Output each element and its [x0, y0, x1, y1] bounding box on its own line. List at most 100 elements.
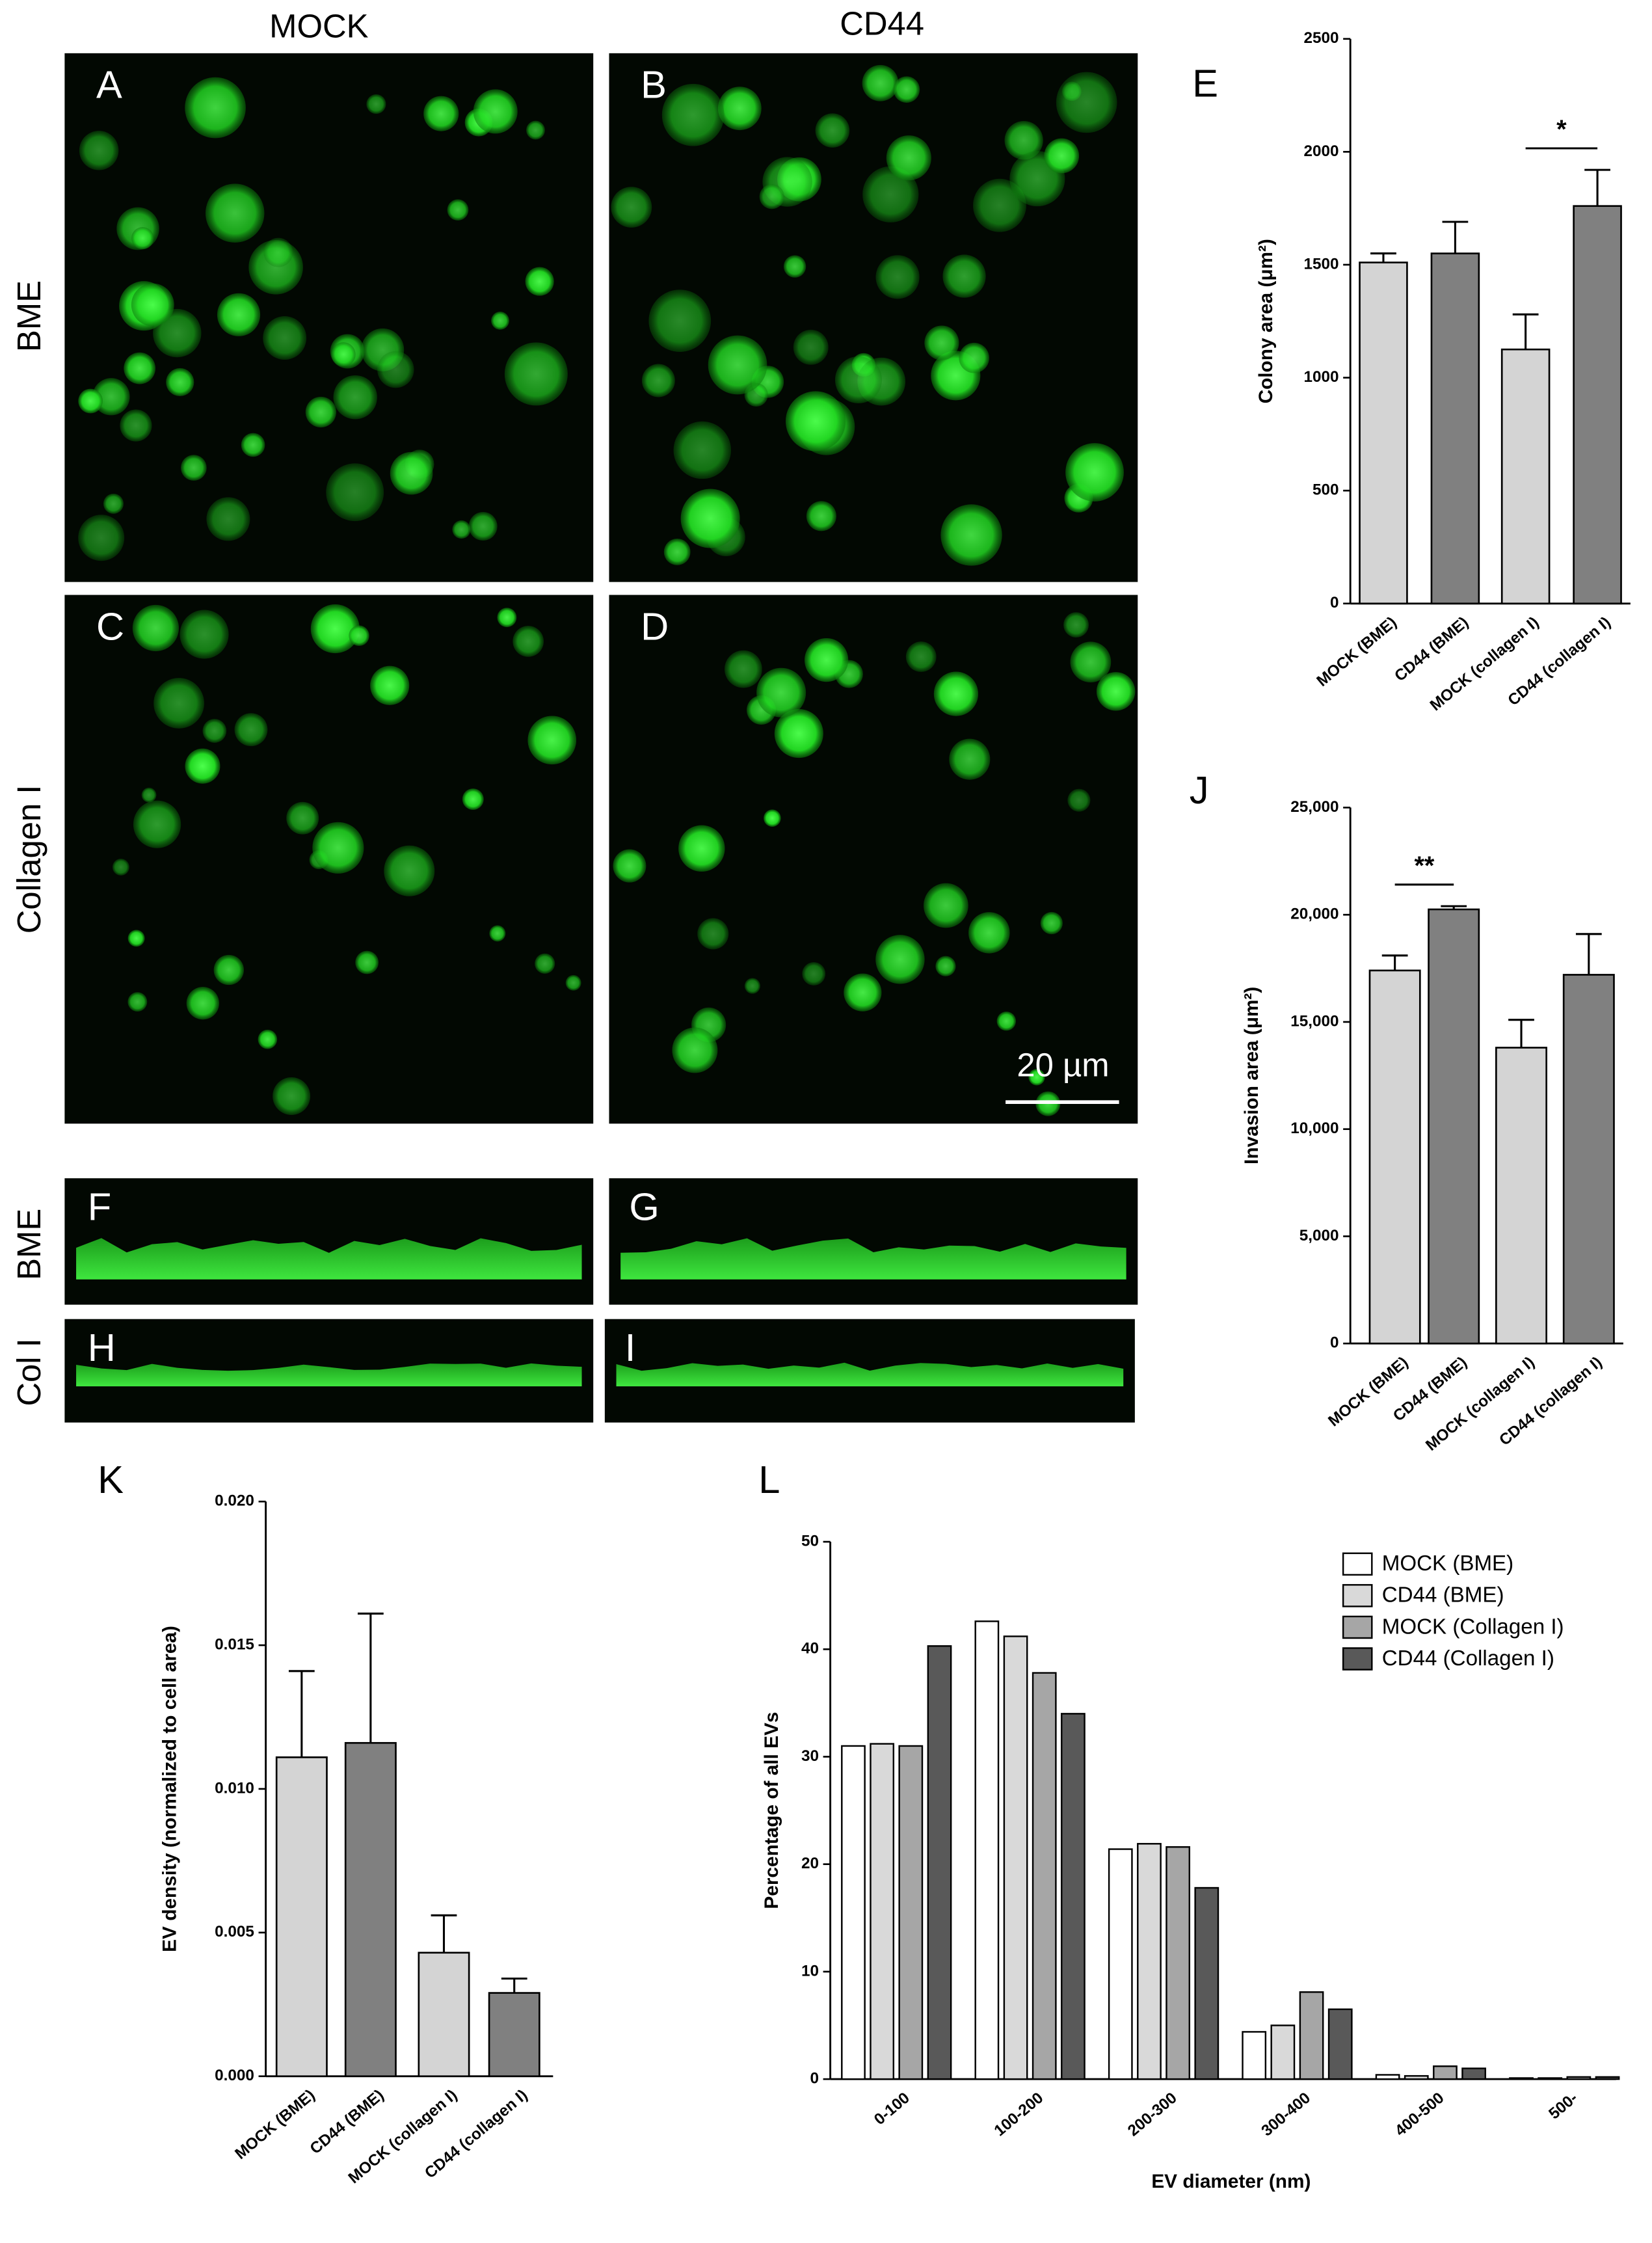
bar: [1359, 262, 1408, 605]
x-tick-label: 400-500: [1392, 2089, 1448, 2140]
cell-colony: [131, 227, 154, 250]
cell-colony: [241, 433, 265, 457]
y-tick-label: 40: [801, 1640, 819, 1658]
cell-colony: [186, 987, 219, 1020]
bar: [1430, 252, 1480, 605]
y-tick-label: 0: [1330, 594, 1339, 611]
x-tick-label: MOCK (BME): [232, 2086, 318, 2163]
cell-colony: [844, 973, 882, 1012]
cell-colony: [468, 511, 498, 541]
bar: [841, 1745, 866, 2080]
cell-colony: [92, 378, 130, 416]
cell-colony: [263, 237, 293, 267]
column-label: CD44: [840, 5, 924, 42]
panel-label: C: [96, 604, 124, 648]
panel-label: J: [1190, 768, 1209, 812]
y-axis-label: EV density (normalized to cell area): [159, 1626, 181, 1952]
cell-colony: [390, 451, 433, 495]
bar: [1562, 974, 1615, 1345]
y-tick-label: 0.000: [215, 2067, 254, 2084]
y-tick-label: 20,000: [1290, 906, 1339, 923]
y-tick-label: 0: [810, 2070, 819, 2088]
cell-colony: [973, 178, 1026, 232]
y-tick-label: 0.005: [215, 1923, 254, 1941]
cell-colony: [185, 748, 220, 784]
y-tick-label: 0.020: [215, 1492, 254, 1510]
panel-label: A: [96, 63, 122, 107]
cell-colony: [473, 89, 518, 134]
cell-colony: [131, 283, 174, 327]
y-tick-label: 1500: [1303, 255, 1339, 273]
legend-swatch: [1342, 1552, 1373, 1576]
y-tick-label: 2000: [1303, 142, 1339, 160]
cell-colony: [377, 351, 414, 388]
cell-colony: [513, 626, 544, 657]
cell-colony: [834, 356, 883, 403]
row-label: Collagen I: [10, 785, 47, 934]
cell-colony: [202, 719, 227, 743]
y-tick-label: 25,000: [1290, 798, 1339, 816]
cell-colony: [180, 610, 229, 659]
y-tick-label: 15,000: [1290, 1012, 1339, 1030]
bar: [1166, 1846, 1191, 2080]
panel-label: I: [625, 1326, 636, 1369]
cell-colony: [355, 950, 379, 974]
cell-colony: [527, 716, 577, 765]
legend-label: MOCK (Collagen I): [1382, 1615, 1564, 1639]
bar: [1108, 1848, 1133, 2080]
cell-colony: [166, 368, 194, 397]
cell-colony: [774, 709, 823, 759]
cell-colony: [648, 289, 712, 352]
bar: [1003, 1635, 1028, 2080]
bar: [1538, 2077, 1563, 2080]
bar: [1595, 2076, 1620, 2080]
side-view-background: [64, 1178, 594, 1305]
bar: [898, 1745, 924, 2080]
cell-colony: [565, 974, 581, 991]
row-label: BME: [10, 1209, 47, 1280]
bar: [927, 1645, 952, 2080]
panel-label: K: [98, 1458, 124, 1501]
cell-colony: [1056, 72, 1117, 133]
cell-colony: [905, 641, 937, 672]
cell-colony: [312, 822, 364, 874]
significance-label: **: [1414, 852, 1434, 880]
cell-colony: [78, 515, 125, 561]
cell-colony: [933, 671, 979, 716]
cell-colony: [1065, 443, 1124, 502]
cell-colony: [78, 388, 103, 414]
cell-colony: [258, 1029, 278, 1049]
cell-colony: [613, 849, 646, 883]
cell-colony: [205, 183, 265, 243]
bar: [1270, 2024, 1296, 2080]
side-view: F: [64, 1178, 594, 1305]
cell-colony: [127, 992, 148, 1012]
x-tick-label: MOCK (BME): [1314, 613, 1400, 690]
cell-colony: [672, 1027, 718, 1073]
cell-colony: [697, 918, 729, 950]
bar: [974, 1620, 1000, 2080]
cell-colony: [79, 131, 119, 170]
x-tick-label: 100-200: [991, 2089, 1047, 2140]
cell-colony: [423, 96, 459, 131]
cell-colony: [744, 978, 760, 994]
cell-colony: [611, 187, 652, 228]
bar: [1242, 2031, 1267, 2080]
cell-layer: [76, 1238, 582, 1280]
micrograph: C: [64, 595, 594, 1124]
cell-colony: [185, 77, 246, 139]
bar: [275, 1756, 328, 2078]
significance-label: *: [1556, 115, 1567, 144]
cell-colony: [112, 858, 129, 876]
bar: [1509, 2077, 1534, 2080]
cell-colony: [462, 788, 484, 811]
bar: [1566, 2076, 1592, 2080]
cell-colony: [802, 961, 826, 986]
cell-colony: [305, 396, 336, 428]
x-axis-label: EV diameter (nm): [1151, 2171, 1311, 2192]
cell-colony: [924, 325, 959, 360]
panel-label: L: [758, 1458, 780, 1501]
bar: [1194, 1887, 1219, 2080]
cell-colony: [234, 713, 268, 747]
cell-colony: [862, 64, 899, 101]
